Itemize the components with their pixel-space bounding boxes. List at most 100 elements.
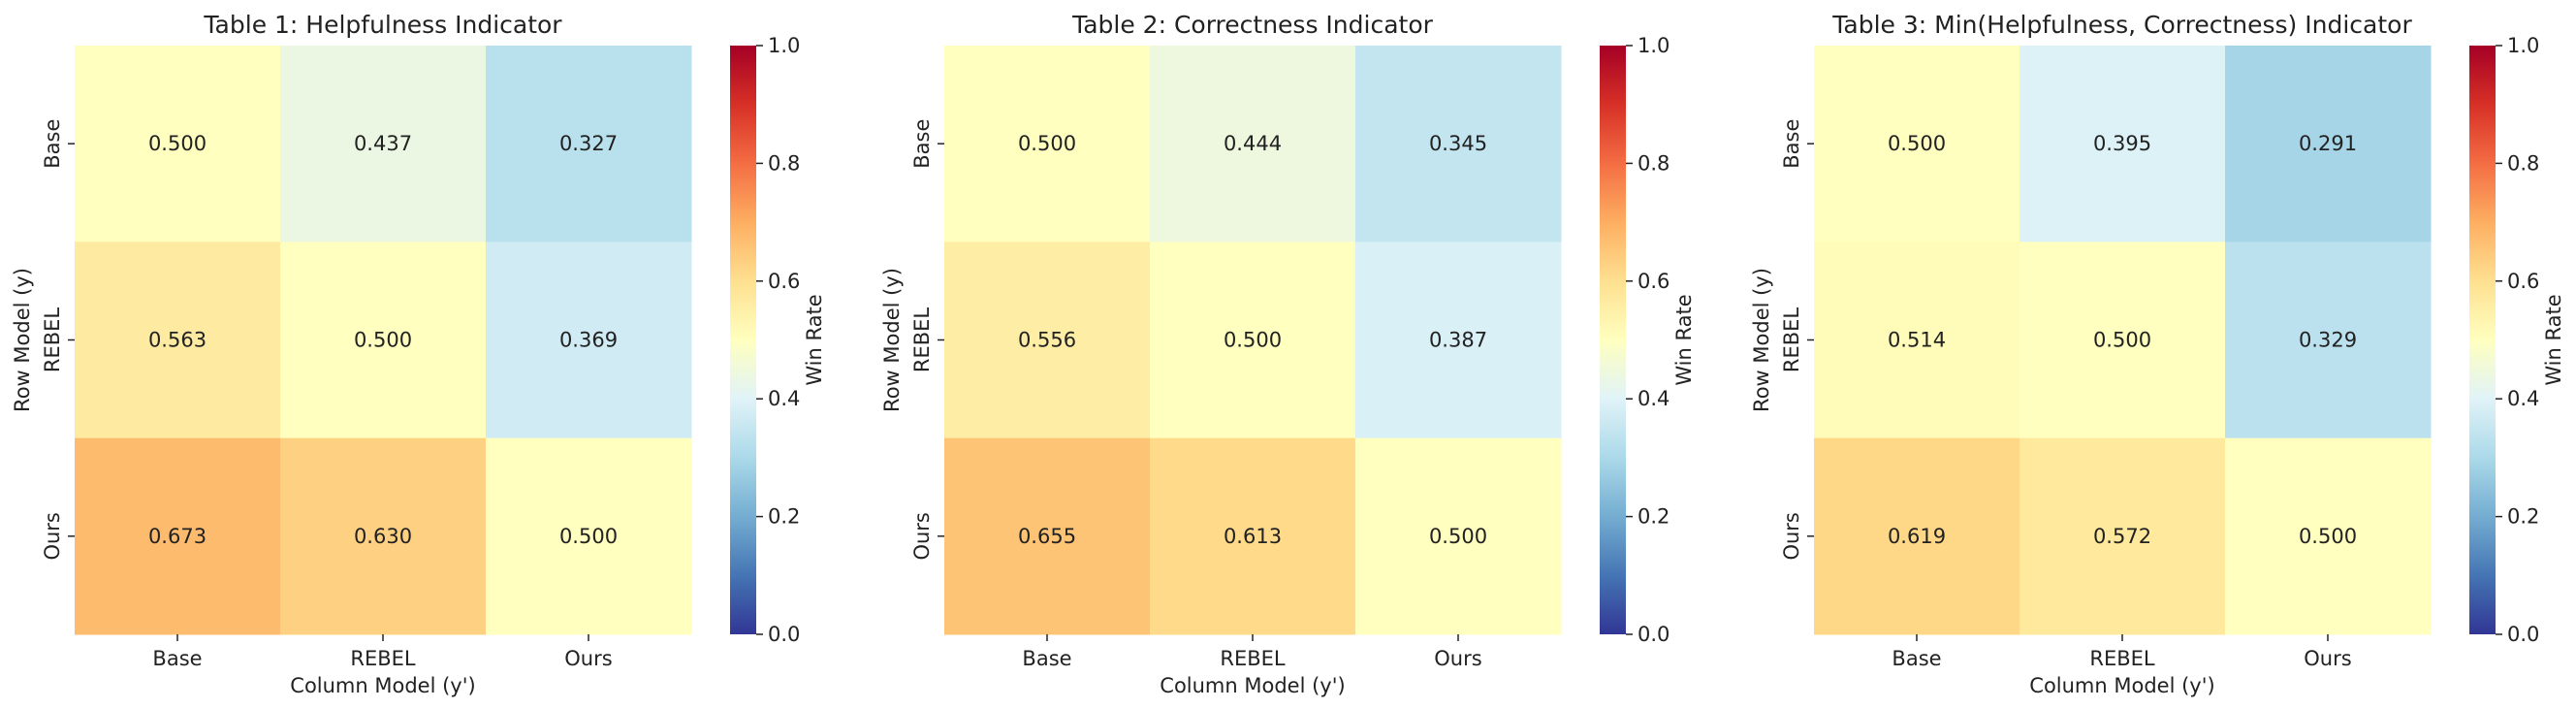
x-axis-label: Column Model (y') bbox=[1160, 674, 1345, 697]
cell-value-label: 0.572 bbox=[2093, 525, 2151, 548]
cell-value-label: 0.500 bbox=[354, 329, 412, 352]
heatmap-cell bbox=[280, 46, 487, 242]
colorbar-tick-label: 0.8 bbox=[768, 151, 800, 175]
heatmap-cell bbox=[280, 437, 487, 635]
heatmap-cell bbox=[1150, 242, 1356, 439]
cell-value-label: 0.291 bbox=[2299, 132, 2357, 155]
cell-value-label: 0.444 bbox=[1224, 132, 1282, 155]
heatmap-cell bbox=[944, 242, 1151, 439]
cell-value-label: 0.500 bbox=[2299, 525, 2357, 548]
heatmap-cell bbox=[2225, 242, 2432, 439]
heatmap-cell bbox=[75, 242, 281, 439]
colorbar-label: Win Rate bbox=[803, 294, 826, 385]
colorbar-label: Win Rate bbox=[2542, 294, 2565, 385]
heatmap-cell bbox=[1355, 242, 1562, 439]
cell-value-label: 0.500 bbox=[559, 525, 618, 548]
cell-value-label: 0.514 bbox=[1888, 329, 1946, 352]
colorbar-tick-label: 0.2 bbox=[1638, 505, 1670, 529]
x-tick-label: Base bbox=[1022, 647, 1071, 670]
heatmap-cell bbox=[280, 242, 487, 439]
heatmap-cell bbox=[2019, 46, 2226, 242]
heatmap-panel-3: 0.500 0.395 0.291 0.514 0.500 0.329 0.619 0.572… bbox=[1750, 11, 2565, 697]
heatmap-cell bbox=[1814, 242, 2020, 439]
cell-value-label: 0.500 bbox=[1224, 329, 1282, 352]
y-tick-label: REBEL bbox=[910, 307, 934, 373]
cell-value-label: 0.500 bbox=[1888, 132, 1946, 155]
x-tick-label: REBEL bbox=[2089, 647, 2155, 670]
chart-title: Table 2: Correctness Indicator bbox=[1071, 11, 1434, 39]
colorbar-tick-label: 0.8 bbox=[1638, 151, 1670, 175]
heatmap-cell bbox=[486, 46, 692, 242]
x-tick-label: Ours bbox=[1434, 647, 1481, 670]
heatmap-cell bbox=[944, 437, 1151, 635]
heatmap-cell bbox=[486, 437, 692, 635]
y-axis-label: Row Model (y) bbox=[880, 268, 904, 412]
cell-value-label: 0.556 bbox=[1018, 329, 1076, 352]
x-tick-label: Base bbox=[152, 647, 202, 670]
heatmap-cell bbox=[1355, 437, 1562, 635]
cell-value-label: 0.500 bbox=[1429, 525, 1487, 548]
heatmap-cell bbox=[2225, 46, 2432, 242]
x-tick-label: Ours bbox=[2304, 647, 2351, 670]
heatmap-cell bbox=[2019, 437, 2226, 635]
colorbar-tick-label: 0.6 bbox=[768, 270, 800, 293]
heatmap-cell bbox=[1150, 46, 1356, 242]
x-axis-label: Column Model (y') bbox=[290, 674, 475, 697]
heatmap-cell bbox=[1150, 437, 1356, 635]
chart-title: Table 3: Min(Helpfulness, Correctness) I… bbox=[1831, 11, 2412, 39]
colorbar-tick-label: 1.0 bbox=[1638, 34, 1670, 57]
cell-value-label: 0.630 bbox=[354, 525, 412, 548]
heatmap-cell bbox=[944, 46, 1151, 242]
heatmap-cell bbox=[1814, 46, 2020, 242]
heatmap-cell bbox=[1355, 46, 1562, 242]
y-tick-label: Ours bbox=[41, 512, 64, 560]
colorbar-tick-label: 0.0 bbox=[1638, 623, 1670, 646]
x-tick-label: Ours bbox=[564, 647, 612, 670]
cell-value-label: 0.329 bbox=[2299, 329, 2357, 352]
y-tick-label: Ours bbox=[1780, 512, 1803, 560]
cell-value-label: 0.619 bbox=[1888, 525, 1946, 548]
y-tick-label: REBEL bbox=[41, 307, 64, 373]
colorbar-tick-label: 0.2 bbox=[2507, 505, 2539, 529]
colorbar-tick-label: 0.6 bbox=[1638, 270, 1670, 293]
heatmap-cell bbox=[2019, 242, 2226, 439]
cell-value-label: 0.345 bbox=[1429, 132, 1487, 155]
cell-value-label: 0.673 bbox=[148, 525, 207, 548]
cell-value-label: 0.655 bbox=[1018, 525, 1076, 548]
colorbar-tick-label: 0.8 bbox=[2507, 151, 2539, 175]
y-tick-label: Base bbox=[910, 119, 934, 169]
x-tick-label: REBEL bbox=[350, 647, 416, 670]
colorbar-tick-label: 0.0 bbox=[768, 623, 800, 646]
colorbar-tick-label: 1.0 bbox=[2507, 34, 2539, 57]
cell-value-label: 0.369 bbox=[559, 329, 618, 352]
chart-title: Table 1: Helpfulness Indicator bbox=[203, 11, 562, 39]
x-tick-label: REBEL bbox=[1220, 647, 1286, 670]
cell-value-label: 0.500 bbox=[2093, 329, 2151, 352]
heatmap-panel-2: 0.500 0.444 0.345 0.556 0.500 0.387 0.655 0.613… bbox=[880, 11, 1696, 697]
heatmap-panel-1: 0.500 0.437 0.327 0.563 0.500 0.369 0.673 0.630… bbox=[11, 11, 826, 697]
colorbar-tick-label: 0.2 bbox=[768, 505, 800, 529]
y-tick-label: Base bbox=[1780, 119, 1803, 169]
cell-value-label: 0.327 bbox=[559, 132, 618, 155]
colorbar bbox=[2469, 46, 2496, 634]
y-axis-label: Row Model (y) bbox=[1750, 268, 1773, 412]
heatmap-cell bbox=[486, 242, 692, 439]
colorbar-tick-label: 0.0 bbox=[2507, 623, 2539, 646]
colorbar-tick-label: 0.4 bbox=[2507, 387, 2539, 410]
colorbar bbox=[1600, 46, 1626, 634]
colorbar-label: Win Rate bbox=[1672, 294, 1696, 385]
cell-value-label: 0.500 bbox=[1018, 132, 1076, 155]
cell-value-label: 0.437 bbox=[354, 132, 412, 155]
cell-value-label: 0.563 bbox=[148, 329, 207, 352]
y-tick-label: Ours bbox=[910, 512, 934, 560]
heatmap-cell bbox=[1814, 437, 2020, 635]
y-tick-label: REBEL bbox=[1780, 307, 1803, 373]
colorbar-tick-label: 1.0 bbox=[768, 34, 800, 57]
colorbar-tick-label: 0.4 bbox=[768, 387, 800, 410]
cell-value-label: 0.613 bbox=[1224, 525, 1282, 548]
y-axis-label: Row Model (y) bbox=[11, 268, 34, 412]
colorbar-tick-label: 0.4 bbox=[1638, 387, 1670, 410]
heatmap-cell bbox=[75, 46, 281, 242]
y-tick-label: Base bbox=[41, 119, 64, 169]
